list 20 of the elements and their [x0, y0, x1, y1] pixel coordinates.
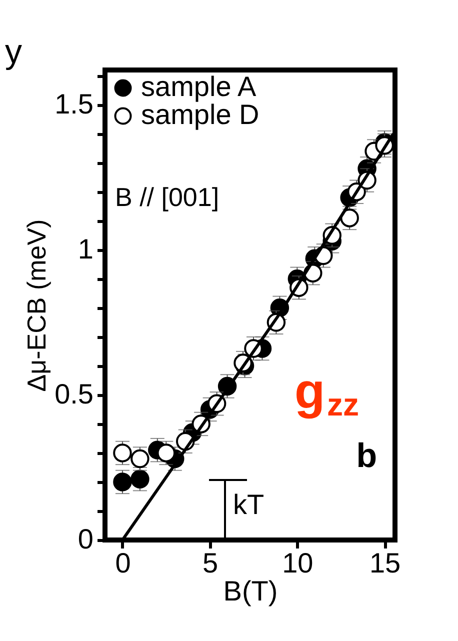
point	[113, 472, 132, 492]
x-tick-label: 0	[115, 548, 131, 578]
y-tick-label: 1.5	[54, 88, 94, 120]
point	[156, 444, 176, 462]
x-tick-label: 5	[202, 548, 218, 578]
point	[113, 444, 132, 462]
legend-label: sample A	[141, 71, 256, 102]
x-tick-label: 15	[369, 548, 401, 578]
y-tick-label: 1	[78, 233, 94, 264]
y-tick-label: 0	[78, 524, 94, 554]
annotation: B // [001]	[115, 182, 220, 212]
point	[130, 470, 150, 488]
text: y	[5, 33, 22, 71]
annotation: b	[356, 437, 377, 475]
annotation: kT	[233, 489, 264, 520]
y-tick-label: 0.5	[54, 378, 94, 410]
y-axis-title: Δμ-ECB (meV)	[22, 219, 52, 392]
x-tick-label: 10	[282, 548, 314, 578]
x-axis-title: B(T)	[223, 576, 278, 606]
point	[340, 208, 359, 228]
